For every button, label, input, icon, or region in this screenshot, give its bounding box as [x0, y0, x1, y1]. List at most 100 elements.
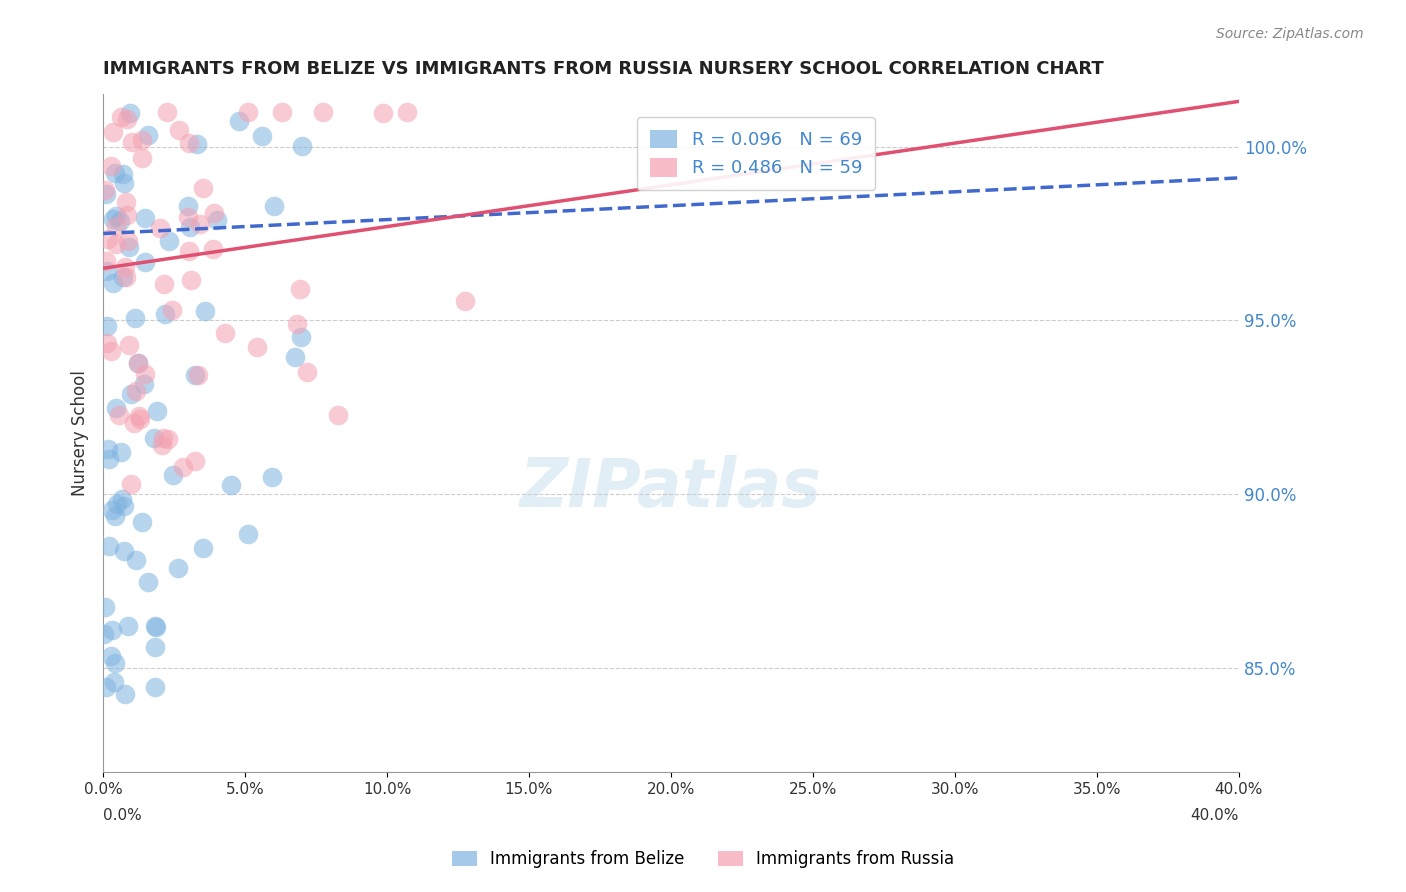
Immigrants from Belize: [125, 553, 148, 567]
Immigrants from Belize: [179, 219, 201, 234]
Immigrants from Russia: [128, 409, 150, 423]
Immigrants from Russia: [115, 208, 138, 222]
Immigrants from Belize: [111, 269, 134, 284]
Immigrants from Belize: [100, 623, 122, 637]
Immigrants from Russia: [157, 432, 180, 446]
Immigrants from Russia: [177, 136, 200, 151]
Immigrants from Russia: [188, 217, 211, 231]
Immigrants from Belize: [157, 234, 180, 248]
Immigrants from Russia: [184, 454, 207, 468]
Immigrants from Belize: [207, 213, 229, 227]
Immigrants from Russia: [202, 206, 225, 220]
Immigrants from Belize: [219, 478, 242, 492]
Y-axis label: Nursery School: Nursery School: [72, 370, 89, 496]
Immigrants from Belize: [103, 656, 125, 670]
Immigrants from Russia: [97, 232, 120, 246]
Immigrants from Belize: [96, 264, 118, 278]
Immigrants from Belize: [186, 137, 208, 152]
Immigrants from Russia: [134, 368, 156, 382]
Immigrants from Belize: [100, 503, 122, 517]
Immigrants from Belize: [167, 561, 190, 575]
Immigrants from Belize: [134, 211, 156, 225]
Immigrants from Russia: [104, 236, 127, 251]
Immigrants from Russia: [312, 104, 335, 119]
Immigrants from Russia: [270, 104, 292, 119]
Text: ZIPatlas: ZIPatlas: [520, 455, 823, 521]
Immigrants from Belize: [105, 497, 128, 511]
Immigrants from Russia: [127, 355, 149, 369]
Immigrants from Belize: [100, 648, 122, 663]
Immigrants from Belize: [136, 128, 159, 142]
Immigrants from Russia: [288, 281, 311, 295]
Immigrants from Belize: [291, 139, 314, 153]
Immigrants from Russia: [103, 124, 125, 138]
Text: 0.0%: 0.0%: [103, 808, 142, 822]
Text: 40.0%: 40.0%: [1191, 808, 1239, 822]
Immigrants from Belize: [104, 401, 127, 415]
Immigrants from Belize: [97, 452, 120, 467]
Immigrants from Belize: [111, 491, 134, 506]
Immigrants from Belize: [101, 211, 124, 226]
Immigrants from Russia: [108, 408, 131, 422]
Immigrants from Russia: [117, 338, 139, 352]
Immigrants from Belize: [104, 210, 127, 224]
Immigrants from Belize: [283, 351, 305, 365]
Immigrants from Russia: [152, 431, 174, 445]
Immigrants from Belize: [134, 254, 156, 268]
Immigrants from Belize: [143, 681, 166, 695]
Immigrants from Russia: [191, 181, 214, 195]
Immigrants from Russia: [149, 220, 172, 235]
Immigrants from Russia: [114, 260, 136, 274]
Immigrants from Belize: [112, 176, 135, 190]
Immigrants from Belize: [143, 618, 166, 632]
Immigrants from Russia: [214, 326, 236, 341]
Immigrants from Russia: [96, 254, 118, 268]
Immigrants from Russia: [172, 459, 194, 474]
Immigrants from Russia: [117, 235, 139, 249]
Immigrants from Russia: [131, 151, 153, 165]
Immigrants from Russia: [167, 123, 190, 137]
Immigrants from Belize: [110, 445, 132, 459]
Immigrants from Belize: [96, 318, 118, 333]
Immigrants from Belize: [162, 467, 184, 482]
Immigrants from Russia: [153, 277, 176, 291]
Immigrants from Russia: [121, 135, 143, 149]
Immigrants from Belize: [290, 330, 312, 344]
Immigrants from Russia: [110, 110, 132, 124]
Immigrants from Russia: [156, 104, 179, 119]
Immigrants from Russia: [125, 384, 148, 399]
Immigrants from Russia: [236, 104, 259, 119]
Immigrants from Belize: [124, 311, 146, 326]
Immigrants from Belize: [184, 368, 207, 382]
Immigrants from Belize: [134, 377, 156, 392]
Immigrants from Belize: [143, 431, 166, 445]
Immigrants from Belize: [97, 540, 120, 554]
Immigrants from Russia: [131, 133, 153, 147]
Immigrants from Russia: [150, 437, 173, 451]
Immigrants from Belize: [94, 600, 117, 615]
Immigrants from Belize: [112, 499, 135, 513]
Immigrants from Belize: [260, 470, 283, 484]
Immigrants from Belize: [97, 442, 120, 457]
Immigrants from Belize: [136, 575, 159, 590]
Immigrants from Russia: [115, 194, 138, 209]
Immigrants from Russia: [100, 344, 122, 359]
Immigrants from Russia: [371, 105, 394, 120]
Immigrants from Russia: [160, 303, 183, 318]
Immigrants from Belize: [146, 404, 169, 418]
Immigrants from Belize: [118, 106, 141, 120]
Legend: Immigrants from Belize, Immigrants from Russia: Immigrants from Belize, Immigrants from …: [446, 844, 960, 875]
Immigrants from Russia: [246, 340, 269, 354]
Immigrants from Russia: [177, 211, 200, 225]
Legend: R = 0.096   N = 69, R = 0.486   N = 59: R = 0.096 N = 69, R = 0.486 N = 59: [637, 117, 875, 190]
Immigrants from Belize: [93, 627, 115, 641]
Immigrants from Belize: [101, 276, 124, 290]
Immigrants from Belize: [252, 128, 274, 143]
Immigrants from Russia: [295, 365, 318, 379]
Immigrants from Russia: [128, 411, 150, 425]
Immigrants from Belize: [112, 543, 135, 558]
Immigrants from Russia: [187, 368, 209, 383]
Immigrants from Russia: [395, 104, 418, 119]
Immigrants from Russia: [93, 183, 115, 197]
Immigrants from Belize: [108, 214, 131, 228]
